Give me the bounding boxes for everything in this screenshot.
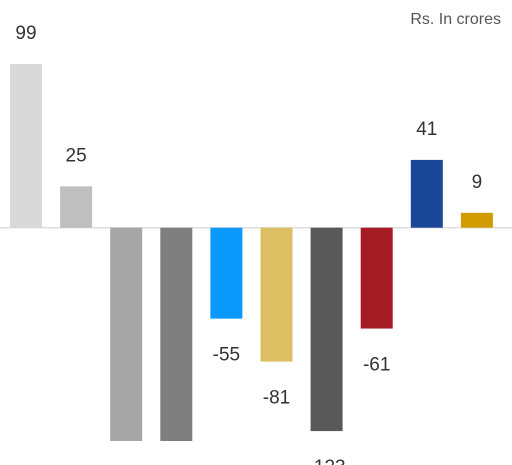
bar [110,227,143,441]
data-label: 99 [15,23,36,44]
bar [260,227,293,362]
data-label: -61 [363,355,390,376]
bar [210,227,243,319]
data-label: 41 [416,119,437,140]
bar [360,227,393,329]
data-label: -55 [213,345,240,366]
data-label: -81 [263,388,290,409]
data-label: 25 [66,145,87,166]
bar [160,227,193,441]
data-label: 9 [472,172,483,193]
bar [60,186,93,228]
bar [10,64,42,228]
data-label: -123 [308,457,346,465]
bar [310,227,343,432]
bar [410,159,443,228]
unit-note: Rs. In crores [410,11,501,28]
bar [460,212,493,228]
